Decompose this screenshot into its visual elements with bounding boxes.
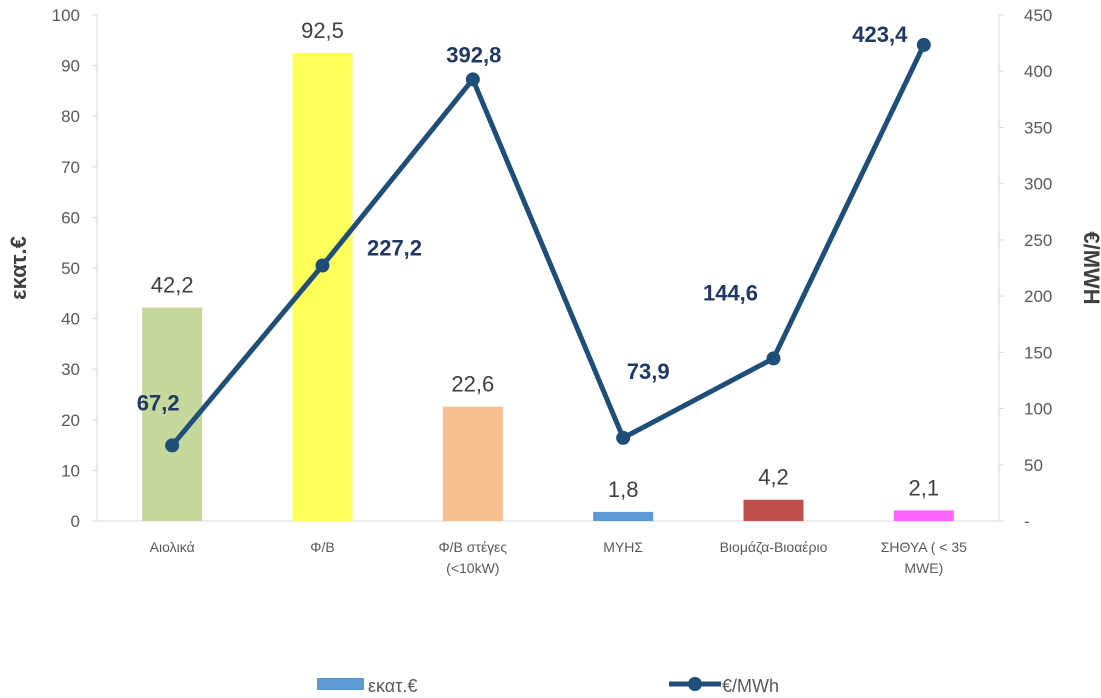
y-tick-label-left: 50 xyxy=(61,259,80,278)
line-point xyxy=(916,37,931,52)
line-value-label: 423,4 xyxy=(852,22,908,47)
y-tick-label-left: 90 xyxy=(61,57,80,76)
line-value-label: 73,9 xyxy=(627,359,670,384)
bar-value-label: 42,2 xyxy=(151,272,194,297)
line-value-label: 392,8 xyxy=(446,42,501,67)
legend-swatch-bars xyxy=(317,678,364,690)
bar-value-label: 22,6 xyxy=(451,372,494,397)
y-tick-label-right: 200 xyxy=(1024,287,1052,306)
y-tick-label-left: 0 xyxy=(71,512,80,531)
x-category-label: Βιομάζα-Βιοαέριο xyxy=(720,539,828,555)
x-category-label: Φ/Β xyxy=(310,539,334,555)
y-axis-title-left: εκατ.€ xyxy=(6,236,31,300)
line-value-label: 67,2 xyxy=(137,390,180,415)
bar xyxy=(593,511,654,521)
x-category-label: ΣΗΘΥΑ ( < 35 xyxy=(881,539,967,555)
legend-label-bars: εκατ.€ xyxy=(368,676,417,696)
bar xyxy=(893,510,954,521)
y-tick-label-right: 350 xyxy=(1024,118,1052,137)
y-tick-label-right: 150 xyxy=(1024,343,1052,362)
y-tick-label-left: 20 xyxy=(61,411,80,430)
y-tick-label-left: 80 xyxy=(61,107,80,126)
line-point xyxy=(315,258,330,273)
x-category-label: MWE) xyxy=(904,560,943,576)
legend-swatch-marker xyxy=(688,677,702,691)
line-point xyxy=(165,438,180,453)
bar-value-label: 4,2 xyxy=(758,465,789,490)
y-tick-label-right: 450 xyxy=(1024,6,1052,25)
line-value-label: 144,6 xyxy=(703,280,758,305)
y-tick-label-right: 400 xyxy=(1024,62,1052,81)
bar-value-label: 2,1 xyxy=(909,475,940,500)
bar xyxy=(142,307,203,521)
line-series-emwh xyxy=(170,43,927,448)
bar-value-label: 1,8 xyxy=(608,477,639,502)
y-axis-title-right: €/MWH xyxy=(1079,231,1101,304)
x-category-label: Αιολικά xyxy=(150,539,195,555)
y-tick-label-right: 100 xyxy=(1024,400,1052,419)
y-tick-label-right: 300 xyxy=(1024,175,1052,194)
line-point xyxy=(465,72,480,87)
bar xyxy=(442,406,503,521)
y-tick-label-left: 60 xyxy=(61,208,80,227)
y-tick-label-right: 250 xyxy=(1024,231,1052,250)
y-tick-label-left: 70 xyxy=(61,158,80,177)
x-category-label: Φ/Β στέγες xyxy=(438,539,507,555)
line-value-label: 227,2 xyxy=(367,236,422,261)
x-category-label: (<10kW) xyxy=(446,560,499,576)
bar xyxy=(743,499,804,521)
line-point xyxy=(616,430,631,445)
y-tick-label-right: 50 xyxy=(1024,456,1043,475)
legend-label-line: €/MWh xyxy=(722,676,779,696)
y-tick-label-left: 40 xyxy=(61,310,80,329)
y-tick-label-right: - xyxy=(1024,512,1030,531)
y-tick-label-left: 30 xyxy=(61,360,80,379)
y-tick-label-left: 100 xyxy=(52,6,80,25)
bar-value-label: 92,5 xyxy=(301,18,344,43)
x-category-label: ΜΥΗΣ xyxy=(603,539,643,555)
y-tick-label-left: 10 xyxy=(61,461,80,480)
line-point xyxy=(766,351,781,366)
